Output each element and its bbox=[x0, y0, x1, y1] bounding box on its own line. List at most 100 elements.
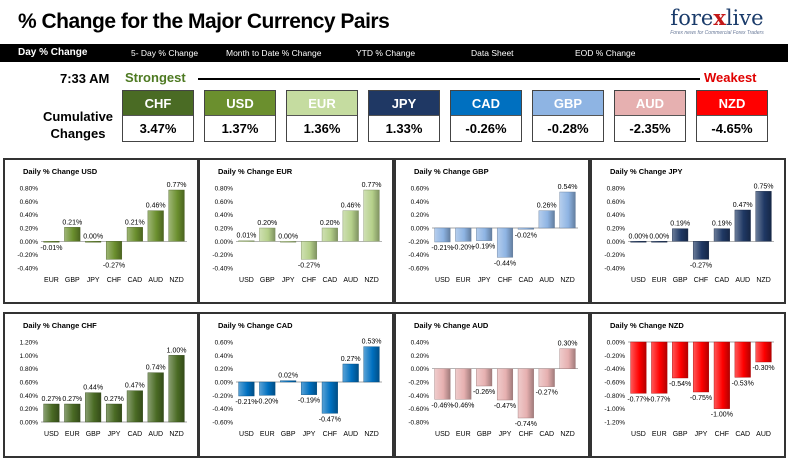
bar-value-label: -0.19% bbox=[473, 244, 495, 251]
y-tick-label: 0.20% bbox=[20, 226, 39, 233]
bar bbox=[363, 346, 380, 383]
y-tick-label: 0.40% bbox=[215, 212, 234, 219]
bar bbox=[538, 368, 555, 387]
x-category-label: NZD bbox=[364, 431, 378, 438]
bar bbox=[496, 368, 514, 401]
page-title: % Change for the Major Currency Pairs bbox=[18, 10, 390, 33]
currency-card-aud: AUD -2.35% bbox=[614, 90, 686, 142]
currency-code: GBP bbox=[533, 91, 603, 116]
x-category-label: EUR bbox=[456, 431, 471, 438]
bar bbox=[517, 227, 534, 230]
currency-code: CHF bbox=[123, 91, 193, 116]
tab-5-day-change[interactable]: 5- Day % Change bbox=[131, 48, 199, 58]
tab-day-change[interactable]: Day % Change bbox=[18, 47, 88, 58]
bar bbox=[85, 392, 102, 423]
x-category-label: USD bbox=[435, 277, 450, 284]
chart-panel-chf: Daily % Change CHF 1.20% 1.00% 0.80% 0.60% 0.… bbox=[3, 312, 199, 458]
bar-value-label: 0.27% bbox=[341, 356, 361, 363]
bar bbox=[321, 381, 338, 414]
y-tick-label: 0.00% bbox=[215, 380, 234, 387]
logo-text-x: x bbox=[713, 5, 726, 30]
bar-value-label: 0.46% bbox=[341, 203, 361, 210]
bar-value-label: 0.30% bbox=[558, 341, 578, 348]
bar-value-label: 0.44% bbox=[83, 385, 103, 392]
x-category-label: USD bbox=[631, 277, 646, 284]
bar-value-label: -0.27% bbox=[298, 262, 320, 269]
bar-value-label: 0.00% bbox=[628, 233, 648, 240]
y-tick-label: -0.80% bbox=[604, 393, 625, 400]
x-category-label: USD bbox=[239, 277, 254, 284]
bar-value-label: 0.21% bbox=[125, 219, 145, 226]
bar-value-label: 0.01% bbox=[236, 233, 256, 240]
bar-value-label: -0.47% bbox=[319, 416, 341, 423]
currency-cumulative-value: -2.35% bbox=[615, 116, 685, 141]
currency-code: CAD bbox=[451, 91, 521, 116]
y-tick-label: 0.20% bbox=[411, 212, 430, 219]
bar bbox=[321, 227, 338, 242]
x-category-label: GBP bbox=[86, 431, 101, 438]
logo-text-part: fore bbox=[670, 6, 714, 30]
bar-value-label: -0.47% bbox=[494, 403, 516, 410]
bar bbox=[734, 209, 751, 242]
y-tick-label: 0.40% bbox=[411, 340, 430, 347]
x-category-label: JPY bbox=[108, 431, 121, 438]
bar-value-label: 1.00% bbox=[167, 347, 187, 354]
x-category-label: CAD bbox=[735, 431, 750, 438]
bar-value-label: -0.77% bbox=[648, 396, 670, 403]
x-category-label: CAD bbox=[127, 431, 142, 438]
y-tick-label: 0.80% bbox=[215, 186, 234, 193]
y-tick-label: 0.00% bbox=[607, 239, 626, 246]
bar bbox=[559, 348, 576, 369]
y-tick-label: 0.40% bbox=[215, 353, 234, 360]
x-category-label: CAD bbox=[127, 277, 142, 284]
bar-value-label: -0.53% bbox=[732, 380, 754, 387]
bar-value-label: -0.01% bbox=[40, 245, 62, 252]
bar bbox=[692, 241, 710, 260]
bar bbox=[280, 380, 297, 383]
header: % Change for the Major Currency Pairs fo… bbox=[0, 0, 788, 44]
bar bbox=[455, 227, 472, 242]
bar-value-label: -0.27% bbox=[536, 390, 558, 397]
y-tick-label: -1.00% bbox=[604, 406, 625, 413]
bar-value-label: -0.20% bbox=[256, 398, 278, 405]
bar-value-label: -0.74% bbox=[515, 421, 537, 428]
bar-value-label: 0.77% bbox=[362, 182, 382, 189]
currency-card-jpy: JPY 1.33% bbox=[368, 90, 440, 142]
bar-value-label: 0.19% bbox=[712, 221, 732, 228]
bar-value-label: 0.47% bbox=[733, 202, 753, 209]
x-category-label: JPY bbox=[303, 431, 316, 438]
x-category-label: EUR bbox=[652, 431, 667, 438]
tab-ytd-change[interactable]: YTD % Change bbox=[356, 48, 416, 58]
currency-card-usd: USD 1.37% bbox=[204, 90, 276, 142]
currency-code: USD bbox=[205, 91, 275, 116]
bar bbox=[300, 381, 318, 395]
bar-value-label: 0.75% bbox=[754, 183, 774, 190]
chart-title: Daily % Change USD bbox=[23, 167, 98, 176]
x-category-label: CHF bbox=[302, 277, 316, 284]
x-category-label: USD bbox=[631, 431, 646, 438]
y-tick-label: -0.20% bbox=[17, 252, 38, 259]
x-category-label: JPY bbox=[695, 431, 708, 438]
bar-chart-svg: Daily % Change NZD 0.00% -0.20% -0.40% -0.60… bbox=[604, 321, 774, 438]
x-category-label: AUD bbox=[148, 277, 163, 284]
bar-value-label: 0.27% bbox=[41, 396, 61, 403]
y-tick-label: -0.20% bbox=[408, 239, 429, 246]
x-category-label: JPY bbox=[87, 277, 100, 284]
tab-data-sheet[interactable]: Data Sheet bbox=[471, 48, 514, 58]
currency-cumulative-value: 1.37% bbox=[205, 116, 275, 141]
y-tick-label: 0.20% bbox=[215, 366, 234, 373]
bar-value-label: 0.21% bbox=[62, 219, 82, 226]
chart-panel-gbp: Daily % Change GBP 0.60% 0.40% 0.20% 0.00% -0… bbox=[394, 158, 590, 304]
tab-eod-change[interactable]: EOD % Change bbox=[575, 48, 636, 58]
bar bbox=[105, 241, 123, 260]
tab-month-to-date-change[interactable]: Month to Date % Change bbox=[226, 48, 322, 58]
y-tick-label: -0.20% bbox=[408, 380, 429, 387]
y-tick-label: -0.40% bbox=[212, 406, 233, 413]
bar bbox=[280, 241, 297, 243]
bar-value-label: 0.47% bbox=[125, 383, 145, 390]
bar bbox=[434, 227, 451, 243]
currency-code: AUD bbox=[615, 91, 685, 116]
bar bbox=[630, 241, 647, 243]
bar-value-label: 0.20% bbox=[257, 220, 277, 227]
forexlive-logo[interactable]: forexlive Forex news for Commercial Fore… bbox=[658, 6, 776, 42]
